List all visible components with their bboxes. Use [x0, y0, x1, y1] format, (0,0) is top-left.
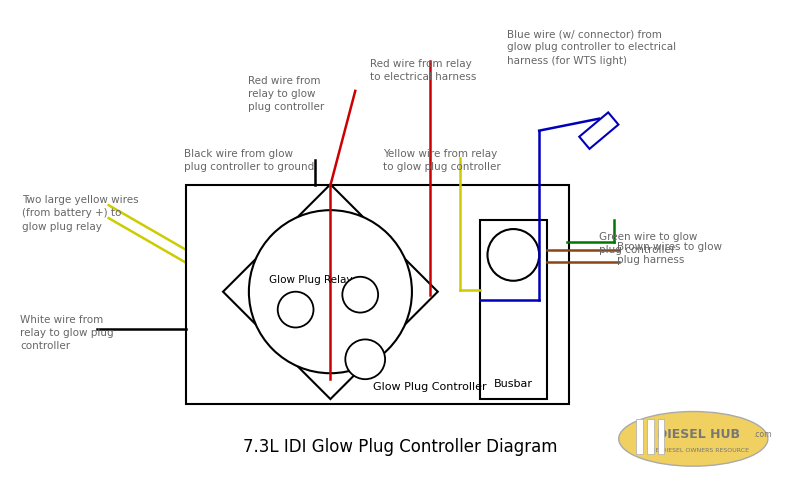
Circle shape: [487, 229, 539, 281]
Bar: [479, 220, 547, 399]
Text: Yellow wire from relay
to glow plug controller: Yellow wire from relay to glow plug cont…: [383, 148, 501, 172]
Text: Glow Plug Controller: Glow Plug Controller: [373, 382, 486, 392]
Circle shape: [249, 210, 412, 373]
Text: Glow Plug Relay: Glow Plug Relay: [269, 275, 352, 285]
Text: Red wire from relay
to electrical harness: Red wire from relay to electrical harnes…: [370, 59, 477, 82]
Text: Brown wires to glow
plug harness: Brown wires to glow plug harness: [617, 242, 722, 265]
Text: 7.3L IDI Glow Plug Controller Diagram: 7.3L IDI Glow Plug Controller Diagram: [242, 438, 558, 456]
Text: White wire from
relay to glow plug
controller: White wire from relay to glow plug contr…: [20, 314, 114, 351]
Text: Red wire from
relay to glow
plug controller: Red wire from relay to glow plug control…: [248, 76, 324, 112]
Circle shape: [278, 292, 314, 327]
Text: THE DIESEL OWNERS RESOURCE: THE DIESEL OWNERS RESOURCE: [647, 448, 750, 453]
Text: Two large yellow wires
(from battery +) to
glow plug relay: Two large yellow wires (from battery +) …: [22, 195, 139, 232]
Circle shape: [346, 339, 385, 379]
Text: Busbar: Busbar: [494, 379, 533, 389]
Text: .com: .com: [753, 431, 771, 439]
Text: Green wire to glow
plug controller: Green wire to glow plug controller: [599, 232, 698, 255]
Ellipse shape: [618, 411, 768, 466]
Bar: [658, 419, 665, 454]
Text: DIESEL HUB: DIESEL HUB: [657, 428, 740, 442]
Bar: [186, 185, 569, 404]
Polygon shape: [223, 184, 438, 399]
Bar: [579, 112, 618, 149]
Circle shape: [342, 277, 378, 312]
Bar: [636, 419, 642, 454]
Bar: [646, 419, 654, 454]
Text: Black wire from glow
plug controller to ground: Black wire from glow plug controller to …: [184, 148, 314, 172]
Text: Blue wire (w/ connector) from
glow plug controller to electrical
harness (for WT: Blue wire (w/ connector) from glow plug …: [507, 29, 677, 66]
